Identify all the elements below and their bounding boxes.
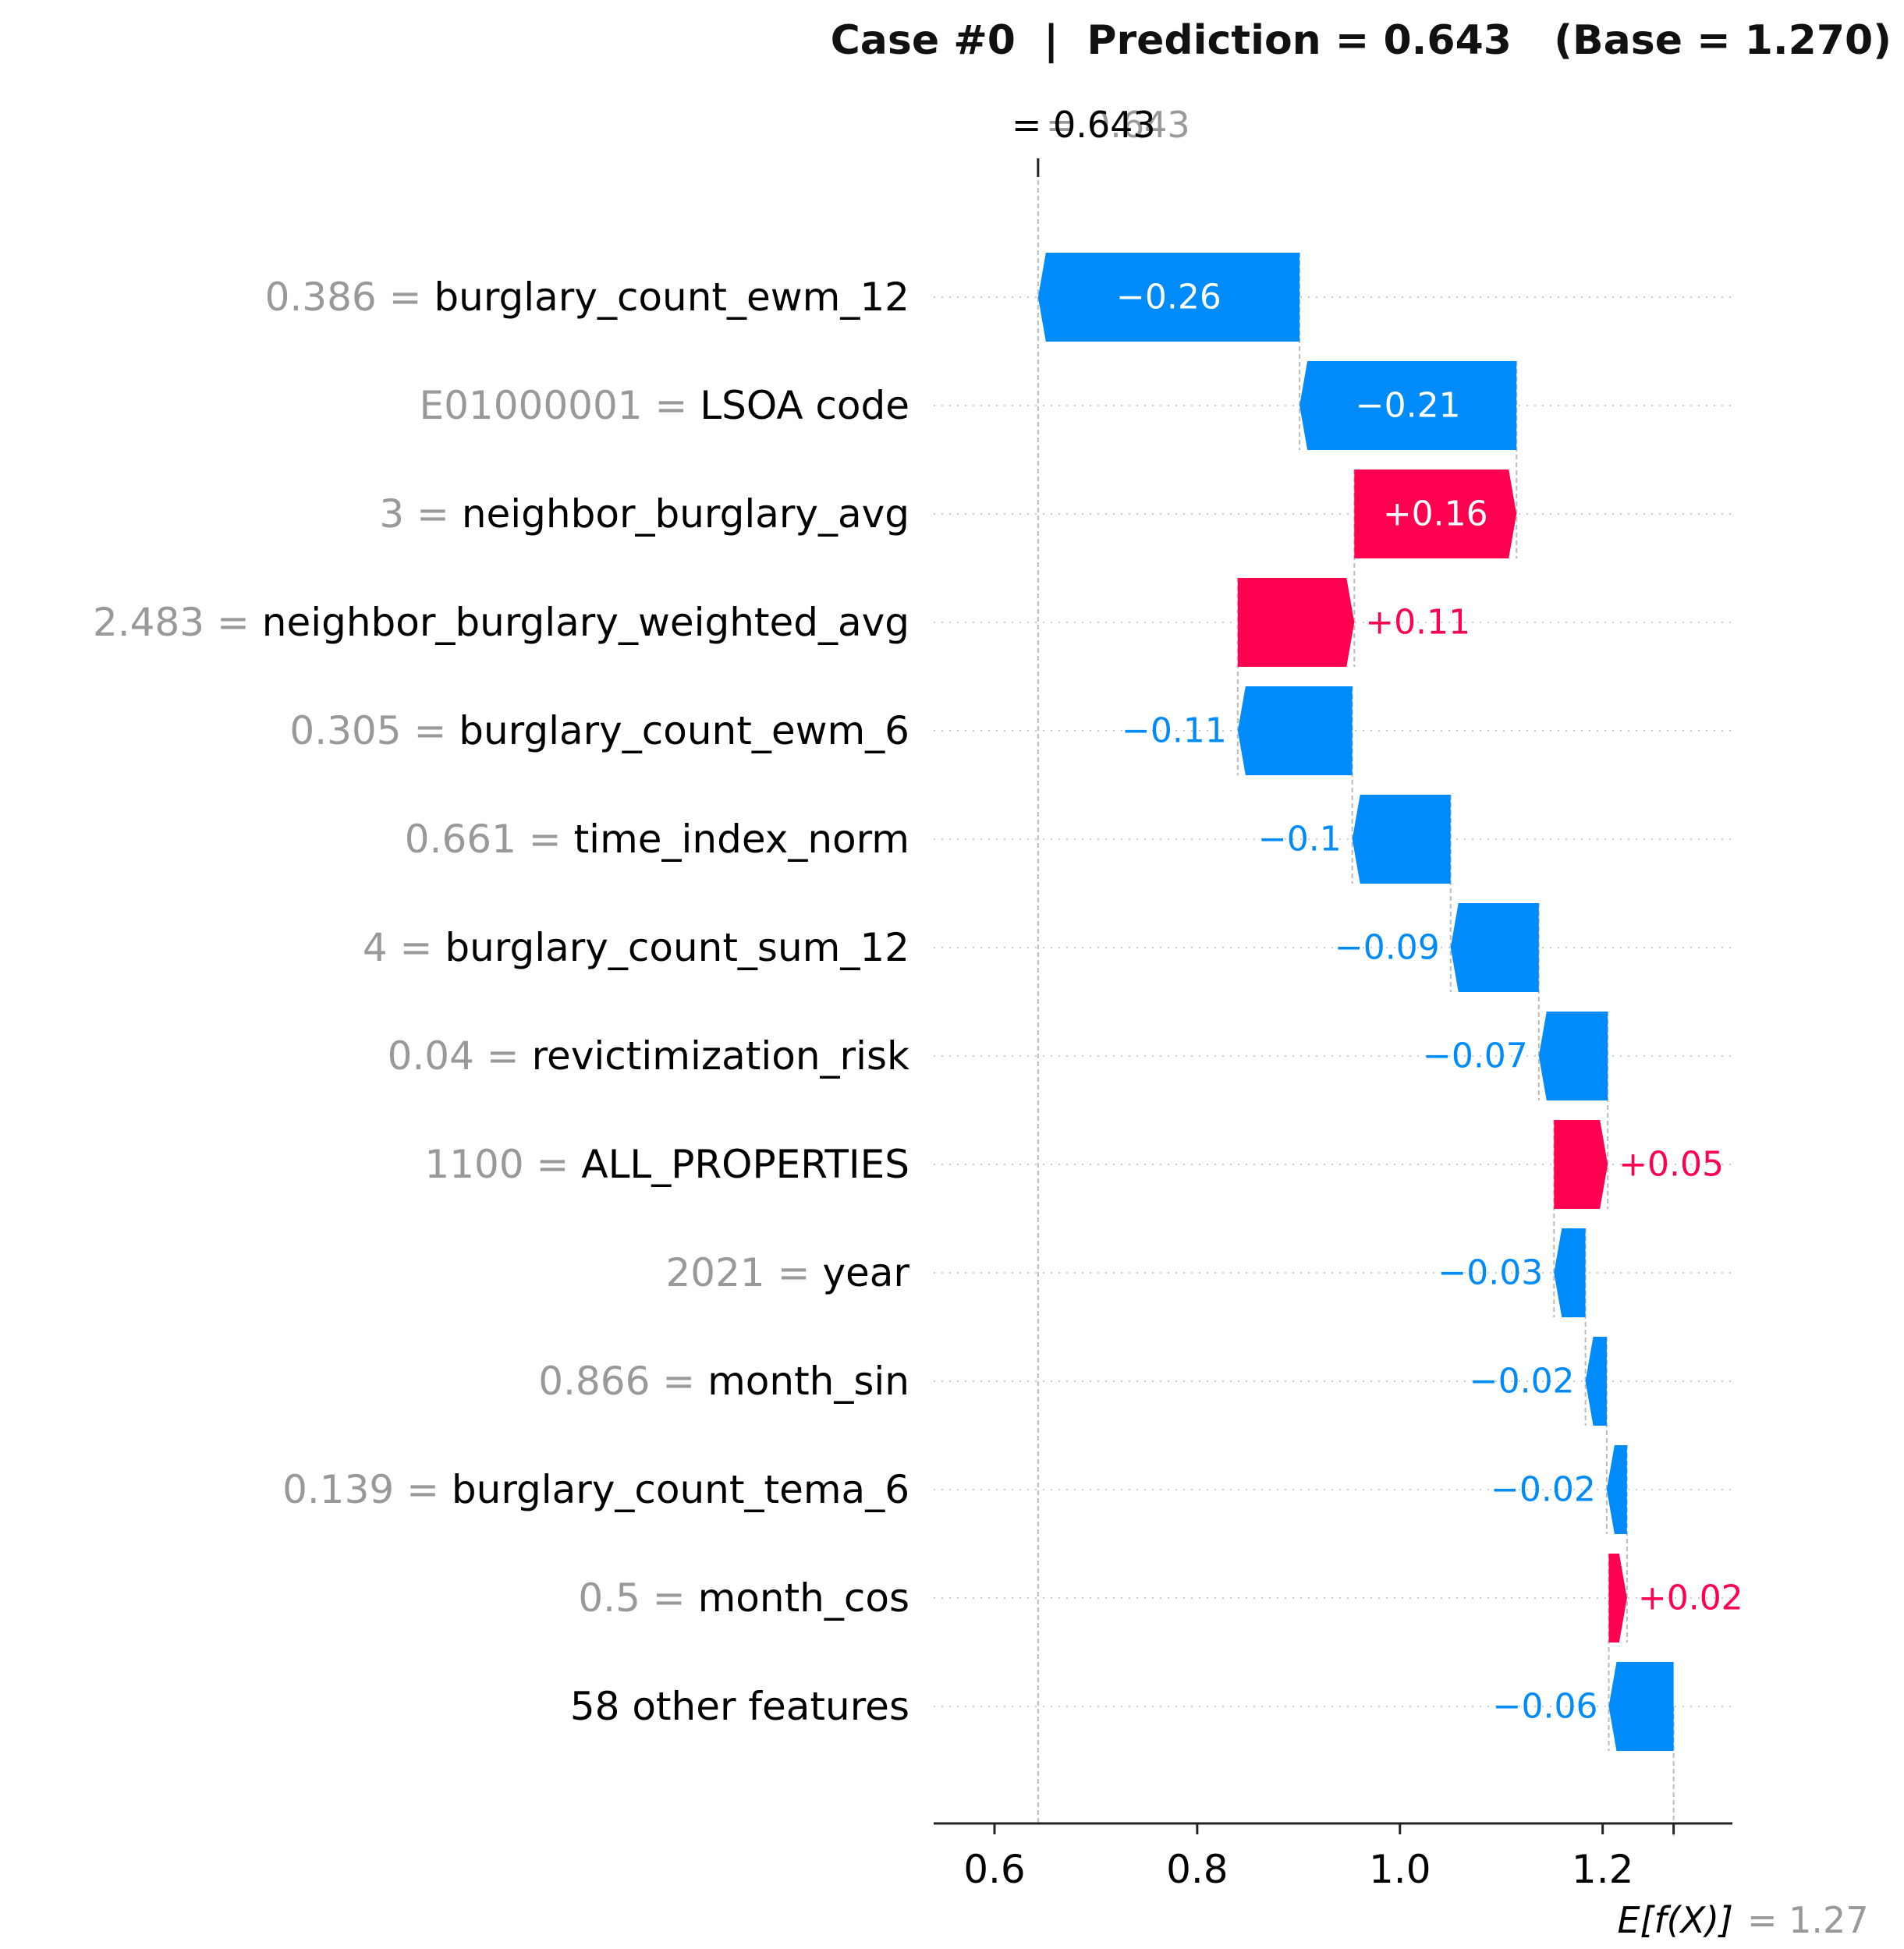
feature-name: month_cos [698, 1575, 909, 1621]
feature-label: 0.139 = burglary_count_tema_6 [282, 1467, 909, 1512]
feature-label: 2021 = year [666, 1250, 910, 1295]
feature-label: 0.386 = burglary_count_ewm_12 [265, 275, 909, 320]
feature-value: 0.139 = [282, 1467, 452, 1512]
feature-label: 0.305 = burglary_count_ewm_6 [289, 708, 909, 753]
bar-value-label: −0.21 [1356, 386, 1461, 426]
x-tick-label: 1.0 [1369, 1847, 1431, 1892]
feature-name: revictimization_risk [532, 1033, 909, 1079]
chart-title: Case #0 | Prediction = 0.643 (Base = 1.2… [830, 17, 1892, 64]
bar-value-label: −0.06 [1493, 1687, 1598, 1727]
bar-value-label: −0.07 [1423, 1037, 1528, 1076]
x-axis: 0.6 0.8 1.0 1.2 [934, 1822, 1732, 1892]
feature-name: neighbor_burglary_avg [462, 491, 909, 537]
feature-name: neighbor_burglary_weighted_avg [262, 600, 909, 645]
waterfall-bar [1538, 1012, 1608, 1100]
x-tick-label: 1.2 [1572, 1847, 1634, 1892]
waterfall-bar [1554, 1228, 1586, 1317]
feature-label: 58 other features [570, 1684, 909, 1729]
feature-name: LSOA code [700, 383, 909, 428]
bar-value-label: −0.03 [1438, 1253, 1543, 1293]
bar-value-label: +0.02 [1638, 1579, 1743, 1618]
waterfall-bar [1237, 578, 1355, 667]
bar-value-label: −0.02 [1470, 1362, 1575, 1402]
base-value-label: = 1.27 [1747, 1899, 1869, 1941]
x-tick-label: 0.8 [1166, 1847, 1229, 1892]
bar-value-label: −0.09 [1335, 928, 1440, 968]
feature-value: 0.661 = [405, 817, 574, 862]
feature-name: burglary_count_sum_12 [445, 925, 909, 970]
feature-value: 1100 = [424, 1142, 581, 1187]
feature-label: 1100 = ALL_PROPERTIES [424, 1142, 909, 1187]
waterfall-bar [1450, 903, 1539, 992]
feature-value: 2021 = [666, 1250, 823, 1295]
feature-label: 3 = neighbor_burglary_avg [379, 491, 909, 537]
feature-label: 0.04 = revictimization_risk [388, 1033, 909, 1079]
feature-label: 2.483 = neighbor_burglary_weighted_avg [93, 600, 909, 645]
feature-label: 0.866 = month_sin [538, 1359, 909, 1404]
waterfall-bar [1554, 1120, 1608, 1209]
bars: −0.26 −0.21 +0.16 +0.11 −0.11 −0.1 −0.09 −0.07 +… [1037, 253, 1743, 1751]
waterfall-bar [1352, 795, 1451, 884]
feature-value: E01000001 = [419, 383, 700, 428]
waterfall-bar [1299, 361, 1517, 450]
feature-name: burglary_count_tema_6 [452, 1467, 909, 1512]
waterfall-bar [1608, 1662, 1674, 1751]
base-symbol: E[f(X)] [1617, 1899, 1733, 1941]
feature-name: time_index_norm [574, 817, 909, 862]
feature-value: 0.866 = [538, 1359, 707, 1404]
feature-value: 0.386 = [265, 275, 434, 320]
feature-label: 4 = burglary_count_sum_12 [363, 925, 909, 970]
feature-value: 0.5 = [578, 1575, 697, 1621]
feature-value: 2.483 = [93, 600, 262, 645]
bar-value-label: −0.11 [1122, 711, 1227, 751]
feature-name: 58 other features [570, 1684, 909, 1729]
waterfall-bar [1608, 1554, 1627, 1642]
feature-value: 3 = [379, 491, 462, 537]
bar-value-label: +0.05 [1619, 1145, 1724, 1185]
feature-name: year [822, 1250, 909, 1295]
prediction-ghost-label: = 0.643 [1046, 104, 1190, 146]
base-value-annotation: E[f(X)] [1617, 1899, 1733, 1941]
prediction-value-label: = 0.643 [1012, 104, 1156, 146]
feature-value: 0.305 = [289, 708, 459, 753]
bar-value-label: −0.1 [1258, 820, 1342, 859]
feature-name: burglary_count_ewm_12 [434, 275, 909, 320]
waterfall-bar [1237, 686, 1353, 775]
waterfall-bar [1585, 1337, 1607, 1426]
feature-value: 4 = [363, 925, 445, 970]
x-tick-label: 0.6 [963, 1847, 1026, 1892]
feature-name: burglary_count_ewm_6 [459, 708, 909, 753]
feature-name: ALL_PROPERTIES [581, 1142, 909, 1187]
feature-name: month_sin [707, 1359, 909, 1404]
waterfall-bar [1606, 1445, 1627, 1534]
feature-label: 0.5 = month_cos [578, 1575, 909, 1621]
bar-value-label: +0.16 [1383, 494, 1488, 534]
waterfall-bar [1354, 470, 1517, 558]
feature-value: 0.04 = [388, 1033, 532, 1079]
bar-value-label: −0.02 [1491, 1470, 1596, 1510]
feature-label: 0.661 = time_index_norm [405, 817, 909, 862]
feature-label: E01000001 = LSOA code [419, 383, 909, 428]
waterfall-bar [1037, 253, 1300, 342]
feature-labels: 0.386 = burglary_count_ewm_12 E01000001 =… [93, 275, 909, 1729]
bar-value-label: +0.11 [1365, 603, 1470, 643]
bar-value-label: −0.26 [1116, 278, 1221, 317]
